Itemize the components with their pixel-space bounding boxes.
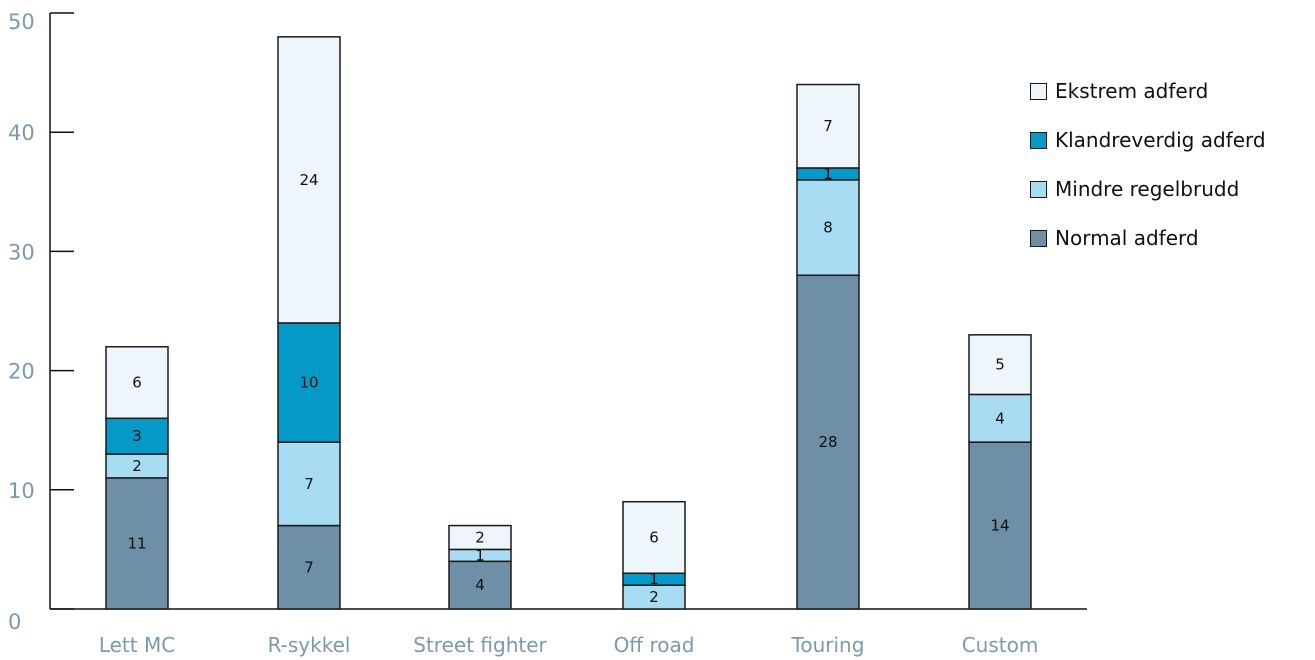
data-label-custom-normal-adferd: 14 [990,517,1009,535]
bar-stack-touring: 28 8 1 7 [796,83,860,610]
x-tick-label-street-fighter: Street fighter [413,633,547,657]
y-tick-label: 30 [8,240,35,264]
y-tick-label: 40 [8,121,35,145]
bar-stack-street-fighter: 4 12 [448,524,512,610]
bar-segment-off-road-ekstrem-adferd [622,500,686,574]
y-tick-label: 20 [8,360,35,384]
data-label-touring-mindre-regelbrudd: 8 [823,219,833,237]
x-tick-label-lett-mc: Lett MC [99,633,175,657]
legend-item-normal-adferd: Normal adferd [1030,225,1315,251]
bar-segment-r-sykkel-klandreverdig-adferd [277,322,341,443]
legend-item-mindre-regelbrudd: Mindre regelbrudd [1030,176,1315,202]
legend-swatch-mindre-regelbrudd [1030,180,1047,198]
legend-label-klandreverdig-adferd: Klandreverdig adferd [1055,128,1266,152]
data-label-r-sykkel-mindre-regelbrudd: 7 [304,475,314,493]
x-axis-labels: Lett MC R-sykkel Street fighter Off road Tou… [99,633,1038,657]
bar-segment-lett-mc-normal-adferd [105,477,169,610]
legend-item-klandreverdig-adferd: Klandreverdig adferd [1030,127,1315,153]
data-label-lett-mc-mindre-regelbrudd: 2 [132,457,142,475]
legend-swatch-klandreverdig-adferd [1030,131,1047,149]
data-label-street-fighter-mindre-regelbrudd: 1 [475,546,485,564]
legend-label-normal-adferd: Normal adferd [1055,226,1199,250]
data-label-street-fighter-normal-adferd: 4 [475,576,485,594]
data-label-touring-klandreverdig-adferd: 1 [823,165,833,183]
bar-stack-custom: 14 4 5 [968,334,1032,610]
bar-segment-r-sykkel-ekstrem-adferd [277,36,341,324]
bar-stack-off-road: 21 6 [622,500,686,610]
data-label-custom-mindre-regelbrudd: 4 [995,409,1005,427]
data-label-off-road-ekstrem-adferd: 6 [649,528,659,546]
data-label-custom-ekstrem-adferd: 5 [995,356,1005,374]
y-tick-label: 50 [8,10,35,34]
legend-label-ekstrem-adferd: Ekstrem adferd [1055,79,1209,103]
x-tick-label-r-sykkel: R-sykkel [268,633,351,657]
bar-stack-lett-mc: 11 2 3 6 [105,346,169,610]
data-label-off-road-klandreverdig-adferd: 1 [649,570,659,588]
bar-segment-custom-normal-adferd [968,441,1032,610]
y-axis: 0 10 20 30 40 50 [8,10,1087,634]
bar-segment-r-sykkel-mindre-regelbrudd [277,441,341,527]
bar-segment-street-fighter-normal-adferd [448,560,512,610]
data-label-street-fighter-ekstrem-adferd: 2 [475,528,485,546]
data-label-lett-mc-klandreverdig-adferd: 3 [132,427,142,445]
bar-segment-touring-normal-adferd [796,274,860,610]
legend: Ekstrem adferd Klandreverdig adferd Mind… [1030,78,1315,274]
y-tick-label: 0 [8,610,21,634]
y-tick-label: 10 [8,479,35,503]
bar-segment-touring-ekstrem-adferd [796,83,860,169]
bar-stack-r-sykkel: 7 7 10 24 [277,36,341,610]
legend-item-ekstrem-adferd: Ekstrem adferd [1030,78,1315,104]
legend-swatch-ekstrem-adferd [1030,82,1047,100]
data-label-r-sykkel-normal-adferd: 7 [304,558,314,576]
bar-segment-street-fighter-ekstrem-adferd [448,524,512,551]
bar-segment-touring-mindre-regelbrudd [796,179,860,276]
data-label-off-road-mindre-regelbrudd: 2 [649,588,659,606]
x-tick-label-touring: Touring [791,633,865,657]
data-label-lett-mc-normal-adferd: 11 [127,534,146,552]
data-label-r-sykkel-klandreverdig-adferd: 10 [299,374,318,392]
x-tick-label-off-road: Off road [614,633,695,657]
bar-segment-custom-ekstrem-adferd [968,334,1032,396]
bar-segment-r-sykkel-normal-adferd [277,524,341,610]
data-label-touring-normal-adferd: 28 [818,433,837,451]
data-label-touring-ekstrem-adferd: 7 [823,117,833,135]
x-tick-label-custom: Custom [962,633,1039,657]
legend-label-mindre-regelbrudd: Mindre regelbrudd [1055,177,1240,201]
legend-swatch-normal-adferd [1030,229,1047,247]
data-label-r-sykkel-ekstrem-adferd: 24 [299,171,318,189]
bar-segment-lett-mc-ekstrem-adferd [105,346,169,420]
data-label-lett-mc-ekstrem-adferd: 6 [132,374,142,392]
